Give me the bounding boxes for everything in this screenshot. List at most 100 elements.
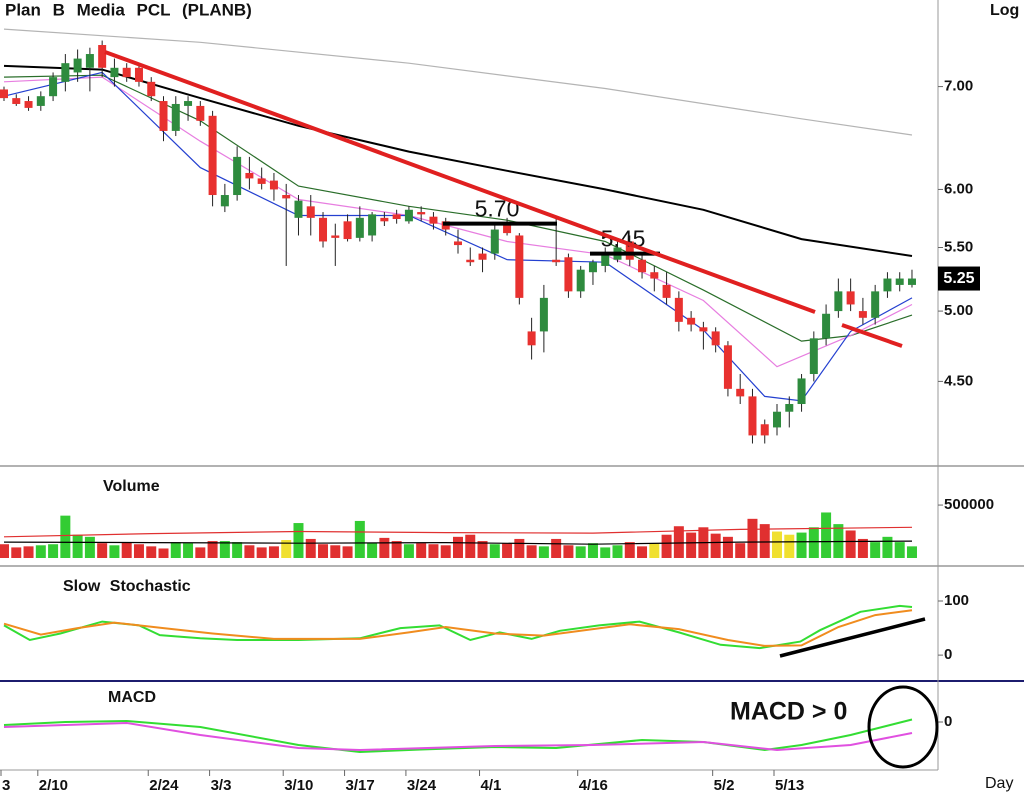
volume-bar (870, 542, 881, 558)
volume-bar (268, 546, 279, 558)
x-tick-label: 3/3 (211, 777, 232, 794)
candle-body (417, 212, 426, 215)
volume-bar (845, 530, 856, 558)
volume-bar (293, 523, 304, 558)
candle-body (723, 345, 732, 389)
trend-line (841, 323, 903, 348)
candle-body (662, 284, 671, 298)
price-box (938, 266, 980, 291)
candle-body (294, 200, 303, 218)
volume-bar (637, 546, 648, 558)
volume-bar (906, 546, 917, 558)
volume-bar (35, 545, 46, 558)
volume-bar (673, 526, 684, 558)
candle-body (355, 217, 364, 238)
candle-body (429, 216, 438, 224)
volume-bar (391, 541, 402, 558)
volume-bar (722, 536, 733, 558)
price-label: 5.25 (943, 270, 974, 287)
volume-bar (403, 544, 414, 558)
volume-bar (882, 536, 893, 558)
x-tick-label: 4/1 (481, 777, 502, 794)
volume-bar (624, 542, 635, 558)
volume-bar (710, 533, 721, 558)
volume-bar (759, 524, 770, 558)
candle-body (797, 378, 806, 405)
volume-bar (784, 534, 795, 558)
moving-average (3, 64, 913, 257)
volume-bar (170, 542, 181, 558)
candle-body (576, 269, 585, 292)
y-tick-label: 6.00 (944, 180, 973, 197)
volume-bar (526, 545, 537, 558)
volume-bar (821, 512, 832, 558)
volume-bar (48, 544, 59, 558)
y-tick-label: 5.00 (944, 302, 973, 319)
volume-bar (72, 534, 83, 558)
candle-body (208, 115, 217, 196)
volume-bar (649, 543, 660, 558)
volume-bar (416, 543, 427, 558)
candle-body (503, 223, 512, 234)
candle-body (453, 241, 462, 246)
x-tick-label: 4/16 (579, 777, 608, 794)
volume-bar (772, 531, 783, 558)
candle-body (478, 253, 487, 260)
volume-bar (195, 547, 206, 558)
candle-body (687, 317, 696, 325)
candle-body (245, 172, 254, 179)
candle-body (220, 195, 229, 207)
x-tick-label: 3/10 (284, 777, 313, 794)
candle-body (760, 424, 769, 436)
candle-body (748, 396, 757, 436)
candle-body (98, 45, 107, 68)
candle-body (539, 297, 548, 332)
volume-bar (661, 534, 672, 558)
scale-label: Log (990, 2, 1019, 19)
candle-body (527, 331, 536, 346)
candle-body (785, 404, 794, 412)
candle-body (171, 103, 180, 131)
volume-bar (489, 544, 500, 558)
volume-bar (563, 545, 574, 558)
annotation: MACD > 0 (730, 698, 847, 726)
volume-bar (121, 542, 132, 558)
candle-body (907, 278, 916, 285)
volume-bar (747, 518, 758, 558)
candle-body (871, 291, 880, 318)
candle-body (36, 96, 45, 106)
volume-bar (428, 544, 439, 558)
candle-body (269, 180, 278, 190)
volume-bar (502, 543, 513, 558)
y-tick-label: 4.50 (944, 372, 973, 389)
x-tick-label: 3/24 (407, 777, 437, 794)
panel-title: Slow Stochastic (63, 578, 191, 595)
candle-body (773, 411, 782, 428)
x-tick-label: 2/10 (39, 777, 68, 794)
candle-body (564, 257, 573, 292)
moving-average (3, 76, 913, 368)
y-tick-label: 0 (944, 646, 952, 663)
candle-body (343, 221, 352, 240)
candle-body (257, 178, 266, 184)
candle-body (490, 229, 499, 254)
y-tick-label: 7.00 (944, 78, 973, 95)
x-tick-label: 3/17 (346, 777, 375, 794)
volume-bar (587, 543, 598, 558)
candle-body (392, 214, 401, 219)
candle-body (736, 388, 745, 397)
candle-body (674, 297, 683, 322)
candle-body (233, 156, 242, 196)
candle-body (73, 58, 82, 73)
candle-body (134, 67, 143, 82)
volume-bar (551, 538, 562, 558)
trend-line (104, 50, 816, 314)
highlight-circle (867, 685, 939, 769)
volume-bar (305, 538, 316, 558)
y-tick-label: 100 (944, 592, 969, 609)
candle-body (552, 259, 561, 263)
volume-bar (538, 546, 549, 558)
candle-body (466, 259, 475, 263)
candle-body (858, 311, 867, 318)
volume-bar (183, 543, 194, 558)
